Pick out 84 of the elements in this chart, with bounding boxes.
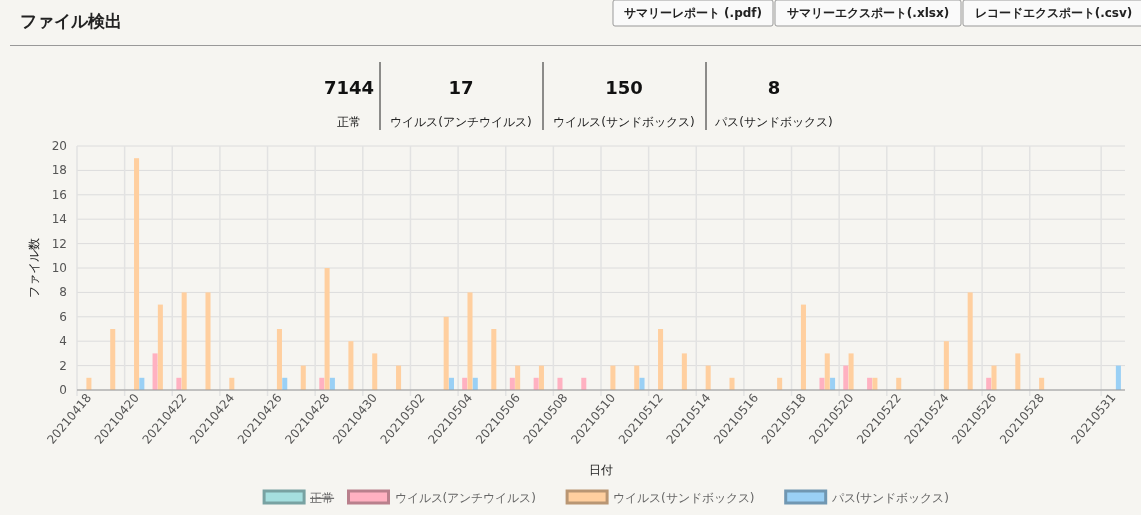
bar (705, 365, 711, 390)
bar (800, 304, 806, 390)
text: ウイルス(アンチウイルス) (390, 115, 532, 129)
text: 8 (767, 77, 781, 98)
bar (634, 365, 640, 390)
bar (639, 377, 645, 390)
bar (157, 304, 163, 390)
bar (139, 377, 145, 390)
bar (462, 377, 468, 390)
bar (515, 365, 521, 390)
bar (86, 377, 92, 390)
bar (533, 377, 539, 390)
bar (729, 377, 735, 390)
bar (396, 365, 402, 390)
y-tick-label: 18 (51, 163, 67, 178)
bar (848, 353, 854, 390)
y-tick-label: 6 (59, 309, 67, 324)
x-axis-title: 日付 (589, 463, 613, 477)
bar (681, 353, 687, 390)
text: パス(サンドボックス) (714, 115, 833, 129)
bar (467, 292, 473, 390)
bar (324, 268, 330, 390)
bar (491, 329, 497, 390)
legend-label: 正常 (310, 491, 335, 505)
y-tick-label: 8 (59, 285, 67, 300)
bar (176, 377, 182, 390)
bar (443, 316, 449, 390)
chart-title: ファイル検出 (20, 11, 122, 31)
bar (991, 365, 997, 390)
y-tick-label: 2 (59, 358, 67, 373)
legend-label: パス(サンドボックス) (830, 491, 950, 505)
legend-label: ウイルス(アンチウイルス) (394, 491, 536, 505)
bar (448, 377, 454, 390)
bar (872, 377, 878, 390)
bar (372, 353, 378, 390)
bar (300, 365, 306, 390)
bar (967, 292, 973, 390)
bar (181, 292, 187, 390)
y-tick-label: 10 (51, 261, 67, 275)
text: 7144 (323, 77, 375, 98)
legend-label: ウイルス(サンドボックス) (613, 491, 755, 505)
bar (777, 377, 783, 390)
bar (329, 377, 335, 390)
text: 17 (448, 77, 474, 98)
bar (1015, 353, 1021, 390)
bar (610, 365, 616, 390)
bar (110, 329, 116, 390)
bar (843, 365, 849, 390)
bar (557, 377, 563, 390)
y-axis-title: ファイル数 (27, 238, 41, 298)
bar (229, 377, 235, 390)
bar (867, 377, 873, 390)
bar (819, 377, 825, 390)
text: ウイルス(サンドボックス) (553, 115, 695, 129)
y-tick-label: 20 (51, 139, 67, 153)
y-tick-label: 12 (51, 236, 67, 251)
bar (134, 158, 140, 390)
y-tick-label: 0 (59, 383, 67, 397)
bar (319, 377, 325, 390)
bar (581, 377, 587, 390)
bar (830, 377, 836, 390)
bar (896, 377, 902, 390)
y-tick-label: 4 (59, 334, 67, 349)
y-tick-label: 14 (51, 212, 67, 227)
bar (348, 341, 354, 390)
text: 正常 (337, 115, 361, 129)
bar (658, 329, 664, 390)
bar (824, 353, 830, 390)
bar (1039, 377, 1045, 390)
y-tick-label: 16 (51, 187, 67, 202)
bar (986, 377, 992, 390)
text: サマリーレポート (.pdf) (623, 6, 763, 20)
bar (205, 292, 211, 390)
bar (152, 353, 158, 390)
bar (943, 341, 949, 390)
bar (472, 377, 478, 390)
text: 150 (605, 77, 643, 98)
bar (1115, 365, 1121, 390)
text: サマリーエクスポート(.xlsx) (786, 6, 950, 20)
text: レコードエクスポート(.csv) (974, 6, 1133, 20)
bar (282, 377, 288, 390)
bar (276, 329, 282, 390)
bar (538, 365, 544, 390)
bar (509, 377, 515, 390)
